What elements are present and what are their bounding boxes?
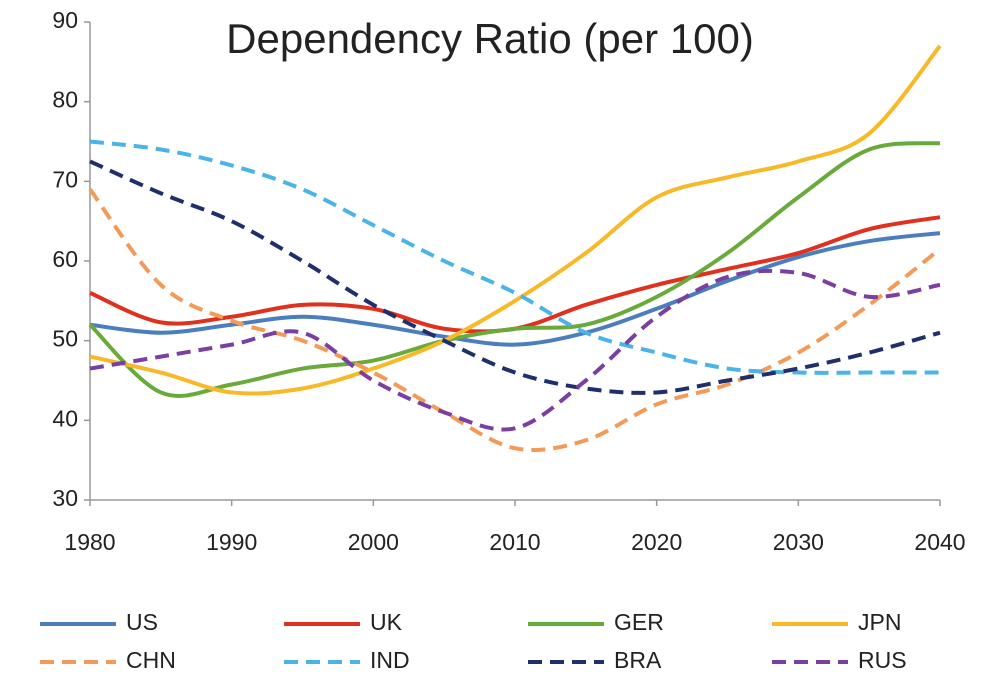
x-tick-label: 2010	[489, 529, 540, 555]
y-tick-label: 30	[52, 485, 78, 511]
series-line	[89, 44, 942, 396]
series-line	[89, 159, 941, 395]
chart-title: Dependency Ratio (per 100)	[226, 15, 754, 62]
y-tick-label: 70	[52, 166, 78, 192]
legend-label: BRA	[614, 647, 662, 673]
legend-label: US	[126, 609, 158, 635]
series-line	[89, 268, 941, 432]
legend-label: CHN	[126, 647, 176, 673]
y-tick-label: 40	[52, 405, 78, 431]
legend-label: GER	[614, 609, 664, 635]
x-tick-label: 1990	[206, 529, 257, 555]
series-line	[89, 231, 941, 347]
x-tick-label: 2030	[773, 529, 824, 555]
series-line	[88, 141, 941, 398]
x-tick-label: 2020	[631, 529, 682, 555]
legend-label: IND	[370, 647, 410, 673]
y-tick-label: 60	[52, 246, 78, 272]
series-line	[88, 188, 942, 452]
legend-label: UK	[370, 609, 403, 635]
y-tick-label: 90	[52, 7, 78, 33]
series-line	[89, 139, 940, 375]
y-tick-label: 50	[52, 326, 78, 352]
x-tick-label: 2000	[348, 529, 399, 555]
y-tick-label: 80	[52, 87, 78, 113]
x-tick-label: 2040	[914, 529, 965, 555]
legend-label: JPN	[858, 609, 901, 635]
x-tick-label: 1980	[64, 529, 115, 555]
legend-label: RUS	[858, 647, 907, 673]
